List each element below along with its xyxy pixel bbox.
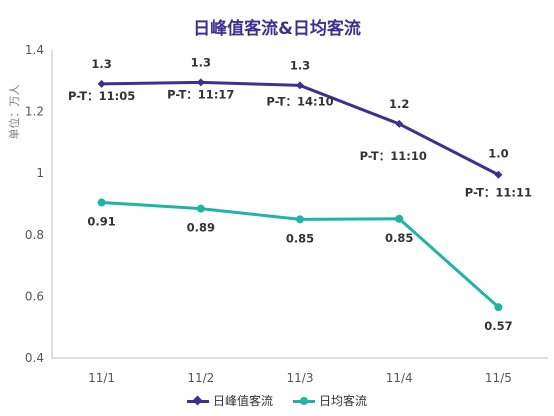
y-tick-label-0: 0.4: [25, 351, 44, 365]
y-tick-label-3: 1: [36, 166, 44, 180]
legend-label-average: 日均客流: [319, 394, 368, 408]
legend-item-peak[interactable]: 日峰值客流: [186, 392, 273, 409]
series-0-time-annotation-2: P-T：14:10: [266, 94, 333, 108]
series-0-point-1: [196, 78, 205, 87]
series-1-value-label-1: 0.89: [187, 221, 215, 235]
x-tick-label-3: 11/4: [386, 371, 413, 385]
series-1-point-2: [296, 215, 304, 224]
legend-label-peak: 日峰值客流: [212, 394, 273, 408]
series-1-value-label-4: 0.57: [484, 319, 512, 333]
series-1-point-1: [196, 204, 205, 213]
series-0-value-label-1: 1.3: [191, 55, 211, 69]
y-tick-label-5: 1.4: [25, 43, 44, 57]
series-0-point-0: [97, 79, 106, 88]
series-0-point-3: [395, 119, 404, 128]
series-1-value-label-3: 0.85: [385, 231, 413, 245]
series-1-point-4: [494, 303, 503, 312]
series-0-value-label-0: 1.3: [91, 57, 111, 71]
y-axis-title: 单位：万人: [7, 85, 21, 140]
y-tick-label-2: 0.8: [25, 228, 44, 242]
series-0-point-2: [296, 81, 304, 90]
series-1-point-0: [97, 198, 106, 207]
series-0-value-label-4: 1.0: [488, 147, 508, 161]
series-1-value-label-2: 0.85: [286, 231, 314, 245]
x-tick-label-2: 11/3: [287, 371, 314, 385]
series-0-time-annotation-1: P-T：11:17: [167, 87, 234, 101]
series-0-time-annotation-3: P-T：11:10: [360, 149, 427, 163]
x-tick-label-1: 11/2: [187, 371, 214, 385]
chart-title: 日峰值客流&日均客流: [193, 19, 361, 39]
series-0-time-annotation-0: P-T：11:05: [68, 89, 135, 103]
series-1-value-label-0: 0.91: [87, 214, 115, 228]
legend-swatch-peak: [186, 395, 209, 407]
series-0-time-annotation-4: P-T：11:11: [465, 186, 532, 200]
x-tick-label-4: 11/5: [485, 371, 512, 385]
series-0-point-4: [494, 170, 503, 179]
legend-swatch-average: [293, 395, 315, 407]
y-tick-label-1: 0.6: [25, 289, 44, 303]
legend-item-average[interactable]: 日均客流: [293, 392, 367, 409]
y-tick-label-4: 1.2: [25, 105, 44, 119]
series-0-value-label-3: 1.2: [389, 97, 409, 111]
series-0-value-label-2: 1.3: [290, 58, 310, 72]
x-tick-label-0: 11/1: [88, 371, 115, 385]
series-1-point-3: [395, 214, 404, 223]
legend: 日峰值客流 日均客流: [0, 392, 554, 409]
